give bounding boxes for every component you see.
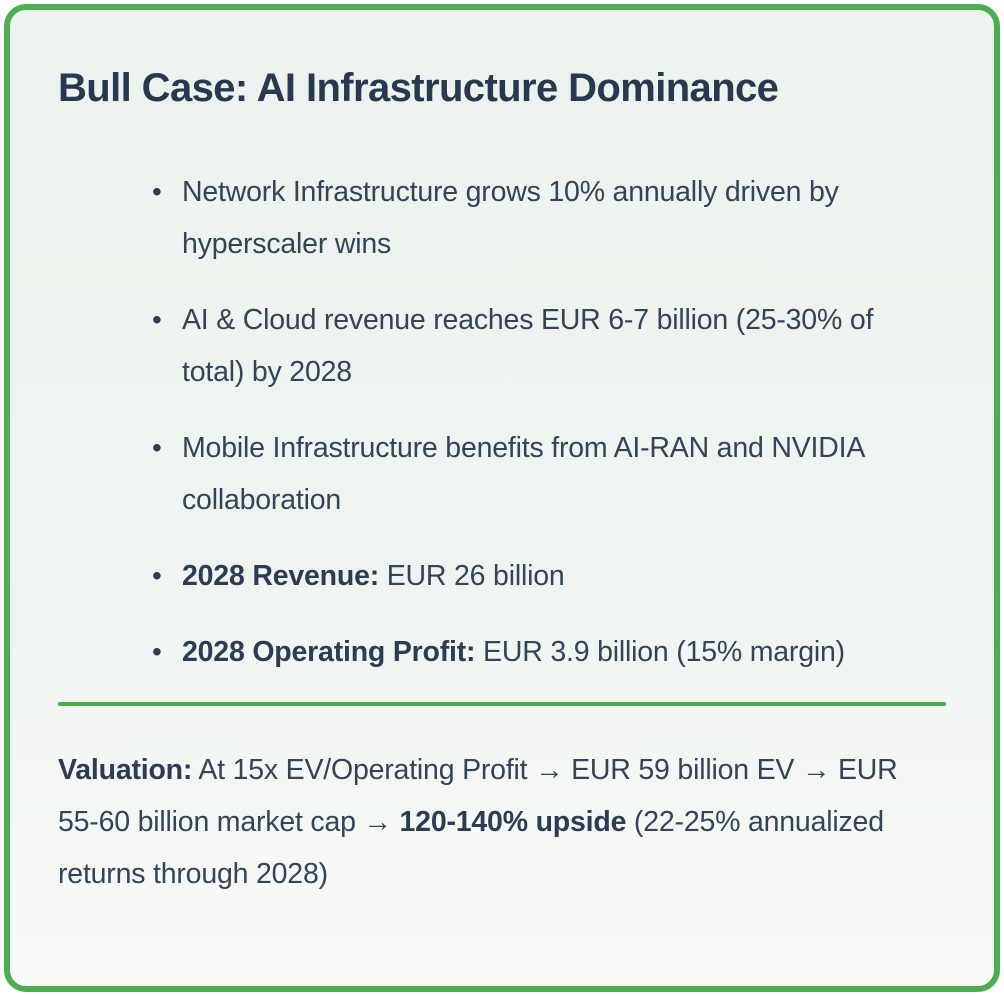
valuation-body-1: At 15x EV/Operating Profit → EUR 59 bill… [58, 754, 898, 838]
bullet-icon: • [152, 636, 162, 667]
bullet-list: • Network Infrastructure grows 10% annua… [58, 166, 948, 678]
bull-case-card: Bull Case: AI Infrastructure Dominance •… [4, 4, 1000, 992]
bullet-icon: • [152, 560, 162, 591]
bullet-bold-label: 2028 Operating Profit: [182, 636, 476, 668]
bullet-text: Network Infrastructure grows 10% annuall… [182, 176, 839, 260]
valuation-text: Valuation: At 15x EV/Operating Profit → … [58, 744, 932, 900]
list-item: • 2028 Operating Profit: EUR 3.9 billion… [152, 626, 940, 678]
bullet-text: EUR 3.9 billion (15% margin) [475, 636, 845, 668]
list-item: • Mobile Infrastructure benefits from AI… [152, 422, 940, 526]
card-title: Bull Case: AI Infrastructure Dominance [58, 66, 779, 110]
valuation-upside-bold: 120-140% upside [399, 806, 627, 838]
bullet-text: EUR 26 billion [379, 560, 565, 592]
bullet-icon: • [152, 176, 162, 207]
divider [58, 702, 946, 706]
valuation-label: Valuation: [58, 754, 193, 786]
bullet-text: AI & Cloud revenue reaches EUR 6-7 billi… [182, 304, 874, 388]
list-item: • Network Infrastructure grows 10% annua… [152, 166, 940, 270]
bullet-icon: • [152, 304, 162, 335]
bullet-text: Mobile Infrastructure benefits from AI-R… [182, 432, 864, 516]
list-item: • 2028 Revenue: EUR 26 billion [152, 550, 940, 602]
valuation-body-2: (22-25% annualized returns through 2028) [58, 806, 884, 890]
bullet-icon: • [152, 432, 162, 463]
bullet-bold-label: 2028 Revenue: [182, 560, 380, 592]
list-item: • AI & Cloud revenue reaches EUR 6-7 bil… [152, 294, 940, 398]
